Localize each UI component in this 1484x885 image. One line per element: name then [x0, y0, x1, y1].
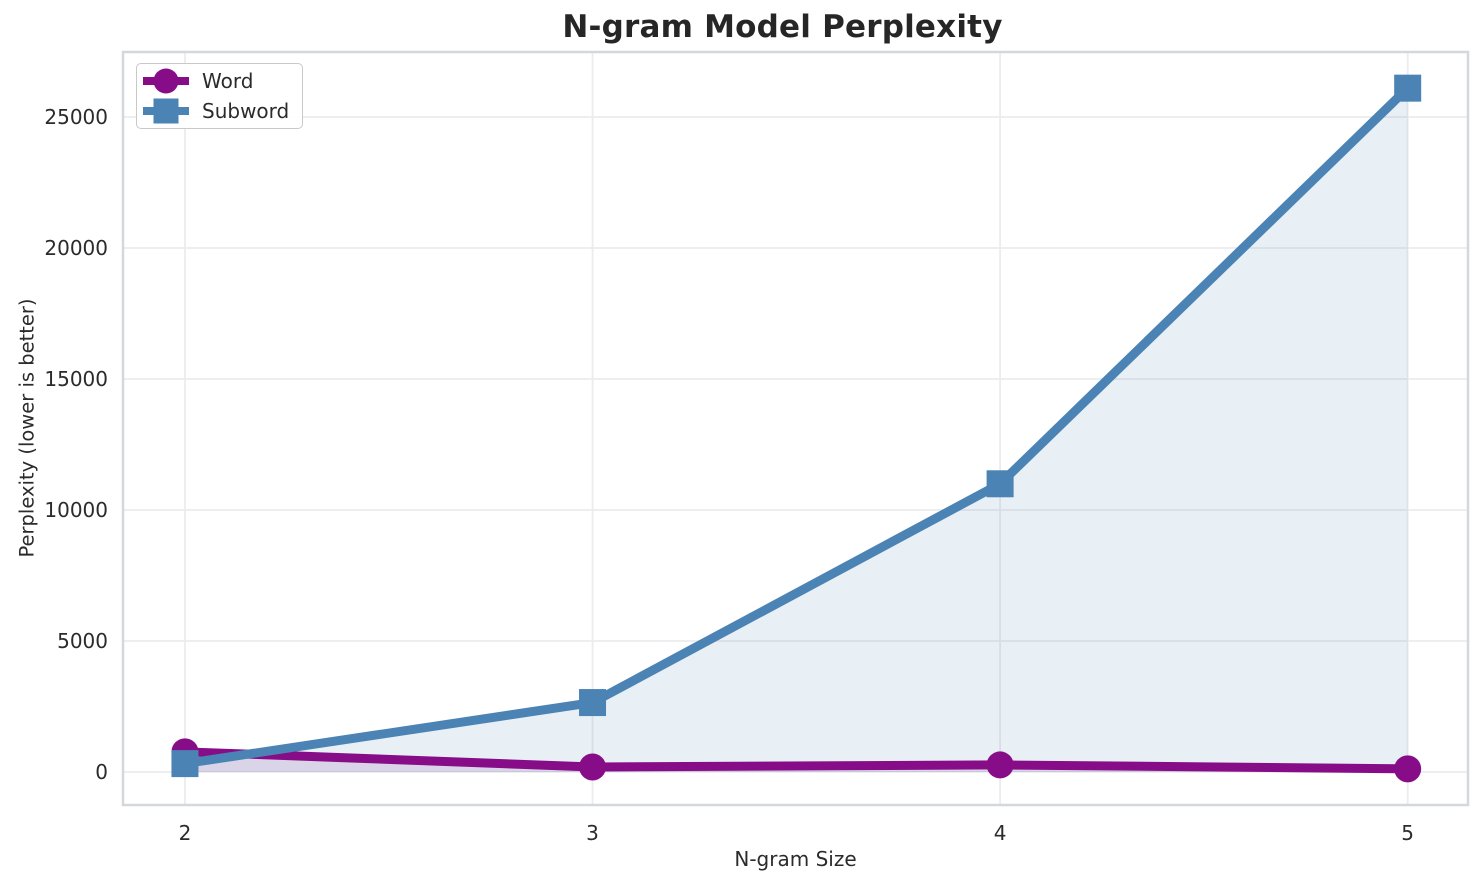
x-axis-label: N-gram Size — [734, 847, 857, 871]
legend-label-word: Word — [202, 69, 254, 93]
chart-title: N-gram Model Perplexity — [562, 9, 1003, 45]
subword-legend-marker — [153, 98, 179, 124]
word-marker-x3 — [579, 753, 607, 781]
y-tick-label-0: 0 — [95, 760, 108, 784]
subword-marker-x2 — [171, 750, 199, 778]
y-tick-label-5000: 5000 — [57, 629, 108, 653]
subword-marker-x3 — [579, 689, 607, 717]
legend: Word Subword — [136, 63, 303, 129]
x-tick-label-2: 2 — [179, 821, 192, 845]
y-tick-label-10000: 10000 — [44, 498, 108, 522]
subword-marker-x4 — [986, 470, 1014, 498]
y-axis-label: Perplexity (lower is better) — [15, 298, 39, 558]
word-series-line — [180, 747, 1413, 774]
x-tick-label-5: 5 — [1401, 821, 1414, 845]
word-series-legend-marker-icon — [143, 68, 189, 94]
word-legend-marker — [153, 68, 179, 94]
plot-background — [123, 52, 1468, 805]
word-marker-x5 — [1394, 755, 1422, 783]
x-tick-label-3: 3 — [586, 821, 599, 845]
y-tick-label-20000: 20000 — [44, 236, 108, 260]
legend-entry-word: Word — [143, 66, 294, 96]
x-tick-label-4: 4 — [994, 821, 1007, 845]
y-tick-label-25000: 25000 — [44, 105, 108, 129]
legend-label-subword: Subword — [202, 99, 290, 123]
legend-entry-subword: Subword — [143, 96, 294, 126]
y-tick-label-15000: 15000 — [44, 367, 108, 391]
subword-series-fill — [184, 88, 1408, 772]
subword-series-line — [180, 83, 1413, 769]
axes-border — [121, 50, 1470, 807]
word-marker-x4 — [986, 751, 1014, 779]
subword-series-legend-marker-icon — [143, 98, 189, 124]
subword-marker-x5 — [1394, 74, 1422, 102]
